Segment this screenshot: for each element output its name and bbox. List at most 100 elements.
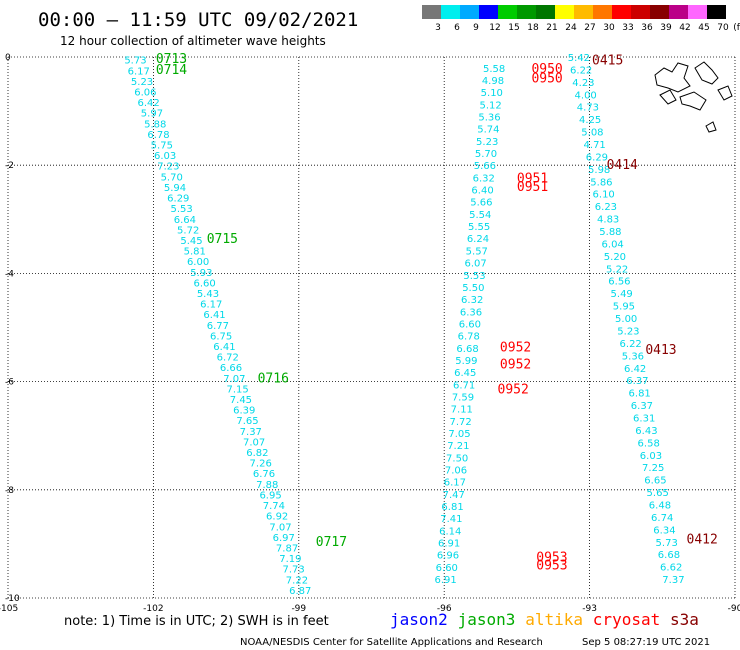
swh-value: 6.24: [467, 234, 489, 245]
swh-value: 6.97: [273, 533, 295, 544]
y-tick-label: -4: [5, 269, 14, 279]
x-tick-label: -90: [728, 604, 740, 614]
swh-value: 5.95: [613, 302, 635, 313]
timestamp: Sep 5 08:27:19 UTC 2021: [582, 637, 710, 648]
swh-value: 6.37: [631, 401, 653, 412]
colorbar-swatch: [422, 5, 441, 19]
swh-value: 6.40: [471, 186, 493, 197]
swh-value: 7.19: [279, 554, 301, 565]
pass-time-label: 0715: [207, 232, 238, 247]
pass-time-label: 0950: [531, 62, 562, 77]
swh-value: 7.41: [440, 514, 462, 525]
colorbar-label: 39: [660, 23, 672, 33]
colorbar-label: 36: [641, 23, 653, 33]
colorbar-label: (ft): [733, 23, 740, 33]
colorbar-label: 42: [679, 23, 690, 33]
swh-value: 6.03: [154, 151, 176, 162]
colorbar-swatch: [479, 5, 498, 19]
swh-value: 5.23: [131, 77, 153, 88]
swh-value: 5.74: [477, 125, 499, 136]
swh-value: 6.06: [134, 88, 156, 99]
pass-time-label: 0412: [687, 532, 718, 547]
colorbar-swatch: [631, 5, 650, 19]
swh-value: 6.39: [233, 406, 255, 417]
swh-value: 6.81: [629, 389, 651, 400]
swh-value: 5.86: [590, 177, 612, 188]
colorbar-swatch: [593, 5, 612, 19]
swh-value: 5.54: [469, 210, 491, 221]
swh-value: 6.22: [570, 65, 592, 76]
swh-value: 6.48: [649, 500, 671, 511]
swh-value: 5.45: [180, 236, 202, 247]
swh-value: 4.83: [597, 215, 619, 226]
swh-value: 6.31: [633, 413, 655, 424]
colorbar-label: 70: [717, 23, 729, 33]
swh-value: 6.56: [608, 277, 630, 288]
swh-value: 6.10: [593, 190, 615, 201]
plot-grid: -105 -102 -99 -96 -93 -90 0 -2 -4 -6 -8 -10: [0, 53, 740, 614]
colorbar-label: 45: [698, 23, 709, 33]
swh-value: 6.45: [454, 368, 476, 379]
swh-value: 6.29: [586, 152, 608, 163]
satellite-legend-entry: altika: [525, 610, 583, 629]
colorbar-swatch: [498, 5, 517, 19]
swh-value: 6.66: [220, 363, 242, 374]
swh-value: 6.07: [465, 259, 487, 270]
swh-value: 4.00: [575, 90, 597, 101]
colorbar-swatch: [612, 5, 631, 19]
swh-value: 7.07: [269, 522, 291, 533]
swh-value: 6.87: [289, 586, 311, 597]
swh-value: 6.04: [602, 239, 624, 250]
swh-value: 5.22: [606, 264, 628, 275]
swh-value: 6.60: [194, 278, 216, 289]
swh-value: 5.66: [470, 198, 492, 209]
colorbar-label: 3: [435, 23, 441, 33]
swh-value: 5.94: [164, 183, 186, 194]
swh-value: 4.25: [579, 115, 601, 126]
swh-value: 7.88: [256, 480, 278, 491]
pass-time-label: 0950: [531, 72, 562, 87]
pass-time-label: 0952: [498, 383, 529, 398]
swh-value: 5.10: [481, 88, 503, 99]
satellite-legend: jason2 jason3 altika cryosat s3a: [390, 610, 699, 629]
satellite-legend-entry: s3a: [670, 610, 699, 629]
y-tick-label: -6: [5, 378, 14, 388]
swh-value: 6.58: [638, 438, 660, 449]
pass-time-label: 0414: [607, 158, 638, 173]
colorbar-label: 21: [546, 23, 557, 33]
swh-value: 6.96: [437, 551, 459, 562]
swh-value: 7.50: [446, 453, 468, 464]
pass-time-label: 0717: [316, 535, 347, 550]
colorbar-label: 12: [489, 23, 500, 33]
swh-value: 6.78: [147, 130, 169, 141]
colorbar-swatch: [441, 5, 460, 19]
swh-value: 5.55: [468, 222, 490, 233]
colorbar-label: 27: [584, 23, 595, 33]
swh-value: 6.32: [461, 295, 483, 306]
swh-value: 7.47: [443, 490, 465, 501]
pass-time-label: 0952: [500, 340, 531, 355]
pass-time-label: 0716: [258, 371, 289, 386]
swh-value: 6.91: [435, 575, 457, 586]
swh-value: 7.07: [223, 374, 245, 385]
swh-value: 5.43: [197, 289, 219, 300]
x-tick-label: -102: [143, 604, 163, 614]
swh-value: 5.49: [611, 289, 633, 300]
swh-value: 5.00: [615, 314, 637, 325]
swh-value: 7.11: [451, 405, 473, 416]
y-tick-label: 0: [5, 53, 11, 63]
pass-time-label: 0953: [536, 550, 567, 565]
swh-value: 6.17: [200, 300, 222, 311]
swh-value: 5.23: [617, 326, 639, 337]
swh-value: 6.17: [128, 66, 150, 77]
swh-value: 6.36: [460, 307, 482, 318]
swh-value: 6.41: [203, 310, 225, 321]
swh-value: 7.22: [286, 575, 308, 586]
colorbar-label: 15: [508, 23, 519, 33]
colorbar-swatch: [688, 5, 707, 19]
swh-value: 6.72: [217, 353, 239, 364]
y-tick-label: -2: [5, 161, 14, 171]
colorbar-swatch: [517, 5, 536, 19]
swh-value: 6.92: [266, 512, 288, 523]
